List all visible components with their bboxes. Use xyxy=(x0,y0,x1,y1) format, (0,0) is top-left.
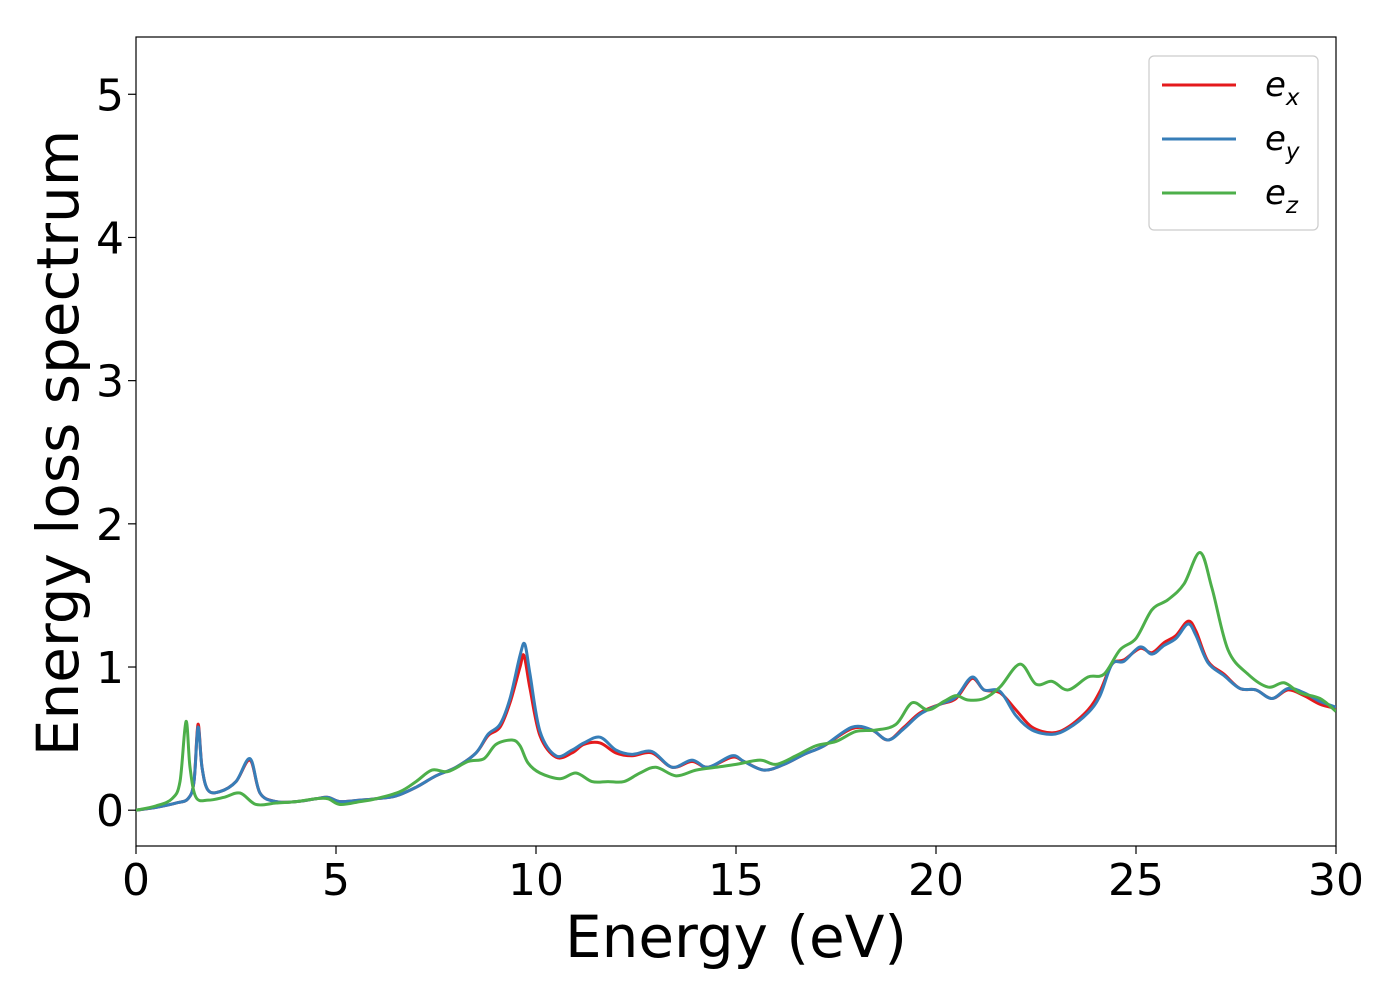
legend-box xyxy=(1148,55,1319,231)
x-axis-ticks: 0 5 10 15 20 25 30 xyxy=(122,846,1364,906)
x-tick-label: 20 xyxy=(908,855,964,906)
legend-label-ex: ex xyxy=(1265,65,1300,111)
plot-frame xyxy=(135,36,1337,847)
y-tick-label: 0 xyxy=(96,786,124,837)
y-axis-label: Energy loss spectrum xyxy=(24,130,92,756)
y-tick-label: 2 xyxy=(96,500,124,551)
y-tick-label: 3 xyxy=(96,357,124,408)
x-tick-label: 15 xyxy=(708,855,764,906)
x-tick-label: 25 xyxy=(1108,855,1164,906)
x-axis-label: Energy (eV) xyxy=(565,903,907,971)
y-tick-label: 5 xyxy=(96,70,124,121)
y-tick-label: 1 xyxy=(96,643,124,694)
legend-label-ez: ez xyxy=(1265,173,1299,219)
y-tick-label: 4 xyxy=(96,213,124,264)
plot-area xyxy=(135,36,1337,847)
series-layer xyxy=(136,550,1336,812)
x-tick-label: 10 xyxy=(508,855,564,906)
series-line-ez xyxy=(136,550,1336,812)
x-tick-label: 5 xyxy=(322,855,350,906)
x-tick-label: 30 xyxy=(1308,855,1364,906)
y-axis-ticks: 0 1 2 3 4 5 xyxy=(96,70,136,837)
legend: ex ey ez xyxy=(1148,55,1319,231)
legend-label-ey: ey xyxy=(1265,119,1300,165)
x-tick-label: 0 xyxy=(122,855,150,906)
